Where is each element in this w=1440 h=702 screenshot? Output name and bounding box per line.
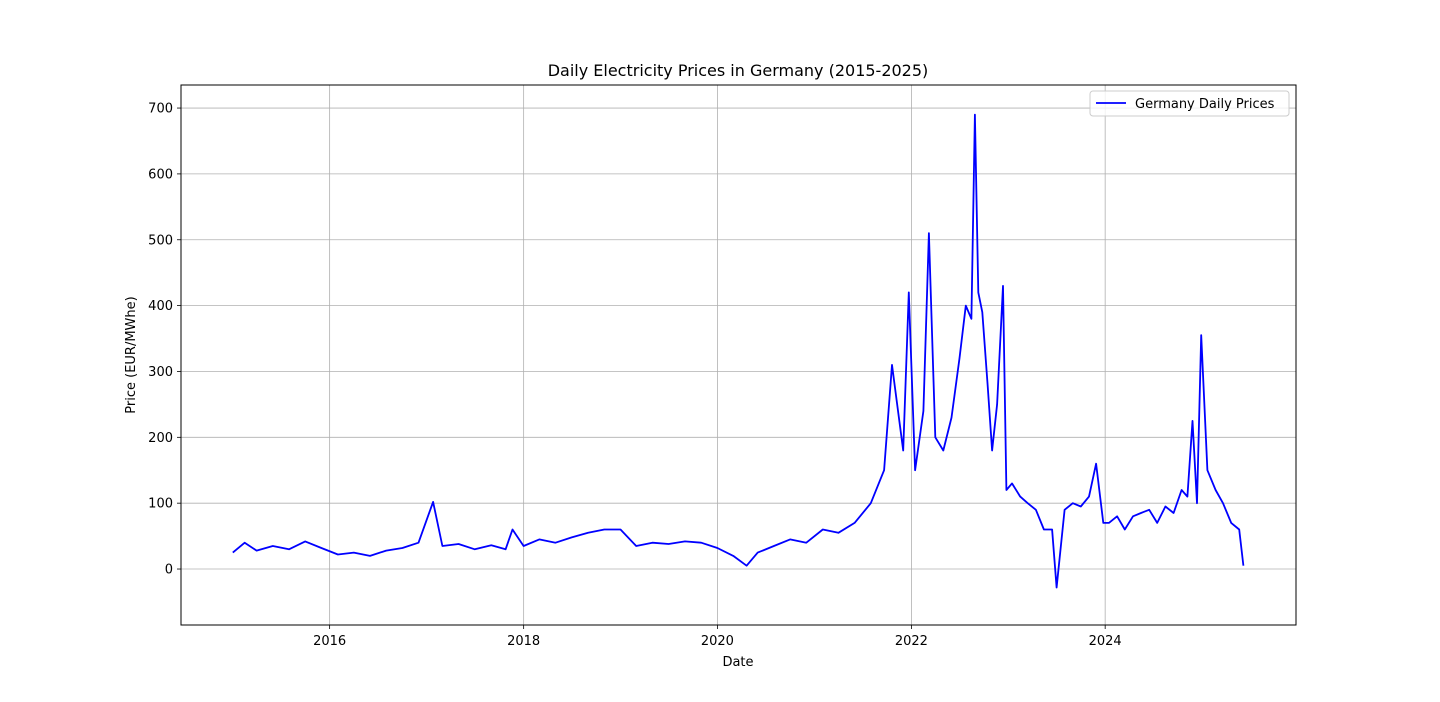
y-tick-label: 600 <box>148 167 173 182</box>
x-tick-label: 2022 <box>895 634 928 649</box>
chart-title: Daily Electricity Prices in Germany (201… <box>548 61 929 80</box>
y-axis-label: Price (EUR/MWhe) <box>124 296 139 413</box>
plot-area-frame <box>180 84 1297 626</box>
y-tick-label: 0 <box>165 563 173 578</box>
x-tick-label: 2024 <box>1089 634 1122 649</box>
legend: Germany Daily Prices <box>1089 90 1290 117</box>
x-axis-label: Date <box>722 655 753 670</box>
x-tick-label: 2016 <box>313 634 346 649</box>
y-tick-label: 500 <box>148 233 173 248</box>
y-tick-label: 300 <box>148 365 173 380</box>
legend-label: Germany Daily Prices <box>1135 97 1275 112</box>
series-layer <box>232 113 1245 589</box>
y-tick-label: 200 <box>148 431 173 446</box>
legend-box <box>1089 90 1290 117</box>
y-tick-label: 700 <box>148 102 173 117</box>
x-axis-ticks: 2016 2018 2020 2022 2024 <box>313 625 1122 649</box>
x-tick-label: 2018 <box>507 634 540 649</box>
y-tick-label: 400 <box>148 299 173 314</box>
y-tick-label: 100 <box>148 497 173 512</box>
x-tick-label: 2020 <box>701 634 734 649</box>
grid-lines <box>181 85 1296 625</box>
series-line-0 <box>232 113 1245 589</box>
y-axis-ticks: 0 100 200 300 400 500 600 700 <box>148 102 181 578</box>
